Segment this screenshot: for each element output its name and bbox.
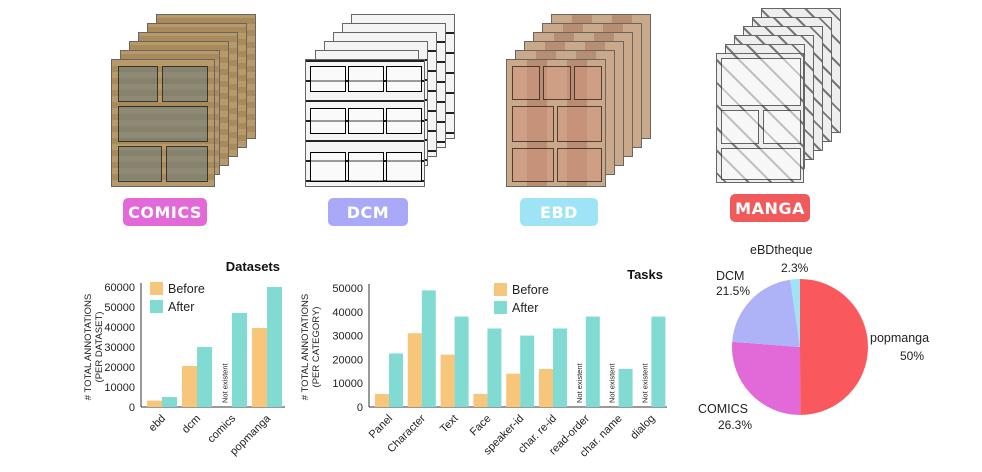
tasks-ytick-label: 20000	[332, 354, 363, 366]
datasets-ytick-label: 60000	[104, 282, 135, 294]
tasks-xtick-label: speaker-id	[482, 413, 527, 458]
comics-thumbnail	[110, 14, 256, 189]
datasets-title: Datasets	[226, 259, 280, 274]
datasets-ytick-label: 50000	[104, 302, 135, 314]
tasks-xtick-label: char. name	[578, 413, 625, 460]
tasks-xtick-label: Panel	[367, 413, 395, 441]
tasks-bar-after	[651, 316, 666, 407]
tasks-ytick-label: 40000	[332, 307, 363, 319]
tasks-bar-before	[375, 393, 389, 407]
pie-label-popmanga: popmanga	[870, 331, 929, 345]
tasks-bar-after	[487, 328, 502, 407]
datasets-ytick-label: 0	[129, 402, 135, 414]
tasks-ylabel-line: # TOTAL ANNOTATIONS	[300, 294, 311, 400]
tasks-title: Tasks	[627, 267, 663, 282]
tasks-annotation: Not existent	[608, 362, 617, 403]
pie-percent-popmanga: 50%	[900, 349, 924, 363]
datasets-ytick-label: 10000	[104, 382, 135, 394]
dcm-thumbnail	[305, 14, 455, 189]
datasets-legend-label-after: After	[168, 300, 194, 314]
tasks-bar-before	[539, 368, 553, 407]
tasks-bar-before	[473, 393, 488, 407]
tasks-annotation: Not existent	[575, 362, 584, 403]
tasks-xtick-label: char. re-id	[516, 413, 559, 456]
manga-label: MANGA	[730, 194, 810, 222]
datasets-bar-after	[267, 287, 282, 407]
pie-slice-comics	[732, 341, 801, 415]
tasks-bar-after	[454, 316, 469, 407]
datasets-legend-swatch-before	[150, 282, 163, 295]
datasets-annotation: Not existent	[221, 362, 230, 403]
pie-slice-popmanga	[800, 279, 869, 415]
dcm-label: DCM	[328, 198, 408, 226]
tasks-xtick-label: Text	[438, 413, 461, 436]
tasks-bar-after	[389, 353, 403, 407]
pie-slice-ebdtheque	[790, 279, 800, 347]
datasets-xtick-label: dcm	[180, 413, 203, 436]
tasks-bar-after	[421, 290, 436, 407]
pie-percent-ebdtheque: 2.3%	[781, 261, 809, 275]
datasets-ytick-label: 30000	[104, 342, 135, 354]
ebd-label: EBD	[520, 198, 598, 226]
datasets-ytick-label: 20000	[104, 362, 135, 374]
datasets-xtick-label: popmanga	[228, 412, 274, 458]
tasks-ylabel-line: (PER CATEGORY)	[311, 307, 322, 388]
tasks-legend-label-after: After	[512, 301, 538, 315]
pie-percent-comics: 26.3%	[718, 418, 752, 432]
tasks-ytick-label: 0	[357, 402, 363, 414]
datasets-bar-before	[147, 400, 162, 407]
tasks-ytick-label: 50000	[332, 283, 363, 295]
pie-label-ebdtheque: eBDtheque	[750, 243, 813, 257]
pie-percent-dcm: 21.5%	[716, 284, 750, 298]
datasets-legend-swatch-after	[150, 300, 163, 313]
tasks-bar-before	[506, 373, 521, 407]
datasets-bar-after	[232, 313, 247, 407]
pie-label-comics: COMICS	[698, 402, 748, 416]
tasks-bar-before	[407, 333, 422, 407]
tasks-bar-after	[520, 335, 535, 407]
tasks-xtick-label: Character	[385, 412, 428, 455]
tasks-legend-swatch-before	[494, 283, 507, 296]
comics-label: COMICS	[123, 198, 207, 226]
datasets-bar-after	[197, 347, 212, 407]
tasks-ytick-label: 10000	[332, 378, 363, 390]
ebd-thumbnail	[505, 14, 651, 189]
datasets-xtick-label: ebd	[147, 413, 168, 434]
tasks-bar-after	[553, 328, 567, 407]
datasets-bar-after	[162, 397, 177, 407]
tasks-legend-swatch-after	[494, 301, 507, 314]
tasks-legend-label-before: Before	[512, 283, 549, 297]
manga-thumbnail	[715, 8, 845, 188]
tasks-bar-after	[618, 368, 633, 407]
datasets-bar-before	[182, 366, 197, 407]
datasets-ytick-label: 40000	[104, 322, 135, 334]
tasks-annotation: Not existent	[640, 362, 649, 403]
datasets-bar-before	[252, 328, 267, 407]
pie-label-dcm: DCM	[716, 269, 744, 283]
pie-slice-dcm	[732, 279, 800, 347]
datasets-legend-label-before: Before	[168, 282, 205, 296]
tasks-bar-after	[585, 316, 600, 407]
tasks-xtick-label: Face	[468, 413, 494, 439]
tasks-bar-before	[440, 354, 455, 407]
datasets-ylabel-line: # TOTAL ANNOTATIONS	[83, 294, 94, 400]
tasks-ytick-label: 30000	[332, 331, 363, 343]
tasks-xtick-label: dialog	[628, 413, 657, 442]
tasks-xtick-label: read-order	[547, 412, 592, 457]
datasets-xtick-label: comics	[205, 412, 238, 445]
datasets-ylabel-line: (PER DATASET)	[94, 312, 105, 383]
